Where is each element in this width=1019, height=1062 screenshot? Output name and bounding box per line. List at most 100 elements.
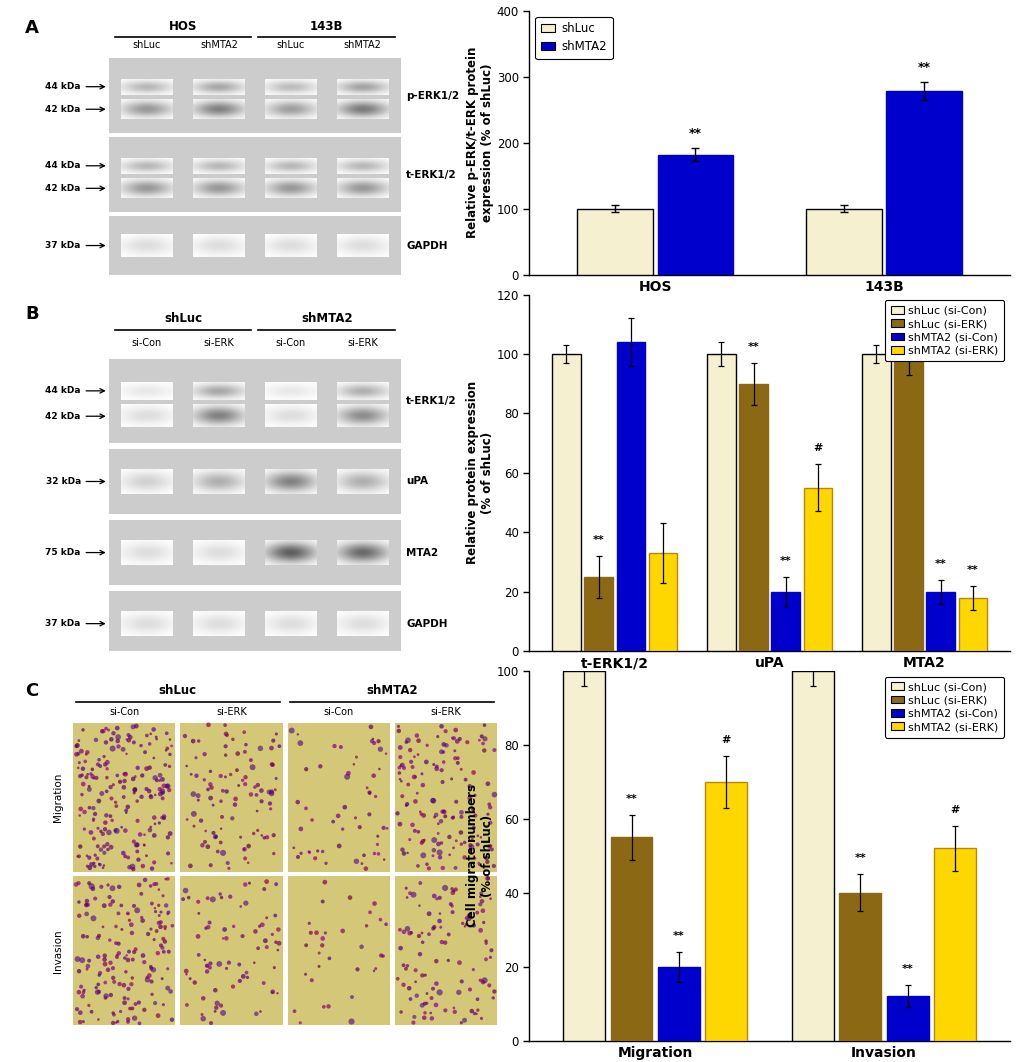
Point [301,843,317,860]
Point [146,721,162,738]
Point [111,878,127,895]
Point [144,973,160,990]
Point [91,856,107,873]
Point [309,842,325,859]
Point [79,743,96,760]
Point [110,905,126,922]
Point [120,1011,137,1028]
Point [78,961,95,978]
Point [486,786,502,803]
Point [431,905,447,922]
Point [441,828,458,845]
Point [87,858,103,875]
Point [143,819,159,836]
Point [82,850,98,867]
Point [126,781,143,798]
Point [124,1000,141,1017]
Point [97,815,113,832]
Point [215,844,231,861]
Point [420,860,436,877]
Point [120,732,137,749]
Bar [861,354,890,651]
Point [88,979,104,996]
Point [190,791,206,808]
Text: 44 kDa: 44 kDa [45,387,81,395]
Point [372,911,388,928]
Text: 42 kDa: 42 kDa [46,184,81,193]
Point [69,950,86,967]
Point [400,980,417,997]
Point [215,930,231,947]
Point [189,767,205,784]
Point [86,855,102,872]
Point [234,927,251,944]
Text: **: ** [625,794,637,804]
Point [108,918,124,935]
Text: 44 kDa: 44 kDa [45,161,81,170]
Point [69,847,86,864]
Point [119,952,136,969]
Point [95,722,111,739]
Text: 75 kDa: 75 kDa [46,548,81,558]
Point [155,996,171,1013]
Point [467,787,483,804]
Point [431,983,447,1000]
Point [120,1013,137,1030]
Point [133,788,150,805]
Point [86,810,102,827]
Point [129,836,146,853]
Point [262,795,278,812]
Point [135,947,151,964]
Point [477,950,493,967]
Point [133,909,150,926]
Point [175,891,192,908]
Point [265,845,281,862]
Point [105,1014,121,1031]
Point [111,976,127,993]
Bar [791,671,833,1041]
Point [316,874,332,891]
Point [419,856,435,873]
Point [70,759,87,776]
Point [141,783,157,800]
Point [124,718,141,735]
Point [128,718,145,735]
Point [401,991,418,1008]
Point [200,716,216,733]
Point [397,960,414,977]
Point [131,826,148,843]
Point [157,871,173,888]
Text: 42 kDa: 42 kDa [46,105,81,114]
Point [70,983,87,1000]
Y-axis label: Cell migrate numbers
(% of shLuc): Cell migrate numbers (% of shLuc) [466,785,493,927]
FancyBboxPatch shape [108,359,400,443]
Point [120,943,137,960]
Point [240,838,257,855]
Point [140,925,156,942]
Point [361,785,377,802]
Point [202,763,218,780]
Point [419,986,435,1003]
Point [213,792,229,809]
Point [86,770,102,787]
Point [256,975,272,992]
Point [91,983,107,1000]
Point [217,717,233,734]
Point [391,739,408,756]
Point [215,1005,231,1022]
Point [390,718,407,735]
Point [476,972,492,989]
Point [143,877,159,894]
Point [340,765,357,782]
Point [156,777,172,794]
Point [99,769,115,786]
Point [115,741,131,758]
Point [143,725,159,742]
Point [443,897,460,914]
Point [285,839,302,856]
Point [432,919,448,936]
Point [70,875,87,892]
Point [434,859,450,876]
Point [95,825,111,842]
Point [389,805,406,822]
